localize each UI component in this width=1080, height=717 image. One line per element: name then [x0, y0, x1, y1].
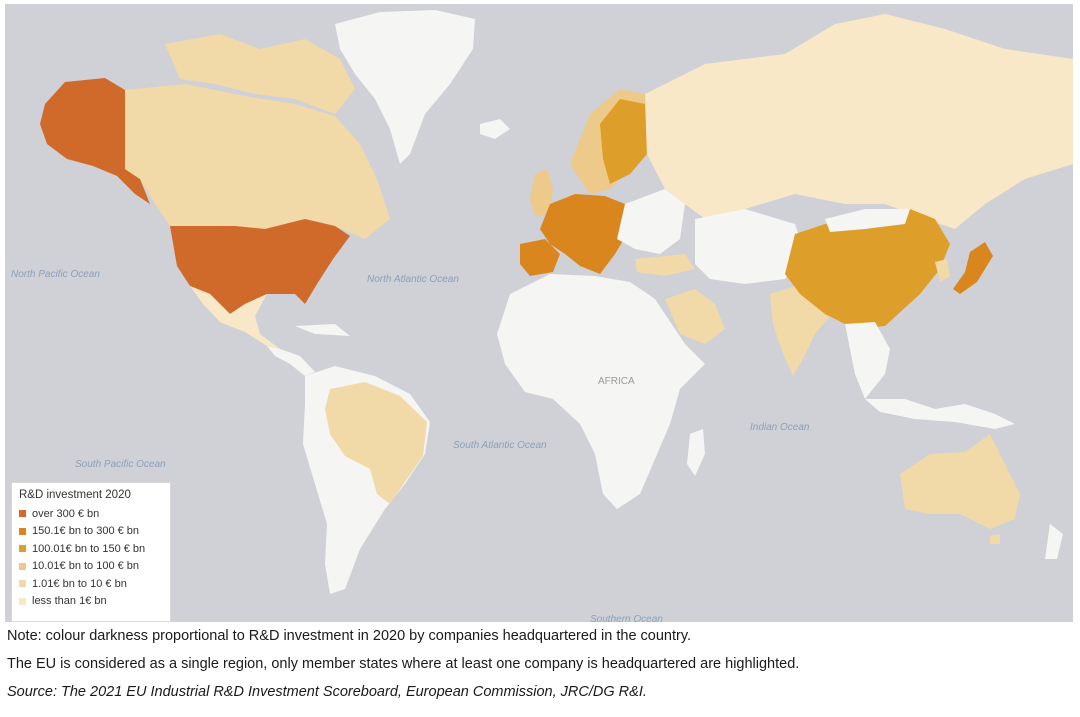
label-africa: AFRICA [598, 376, 635, 387]
label-indian-ocean: Indian Ocean [750, 422, 810, 433]
korea [935, 259, 950, 282]
legend-swatch [19, 527, 26, 535]
label-south-atlantic: South Atlantic Ocean [453, 440, 547, 451]
tasmania [990, 534, 1000, 544]
label-southern-ocean: Southern Ocean [590, 614, 663, 622]
legend-item: 100.01€ bn to 150 € bn [19, 540, 163, 558]
brazil [325, 382, 427, 504]
japan [953, 242, 993, 294]
mexico [190, 286, 280, 349]
southeast-asia [845, 322, 890, 399]
legend-swatch [19, 597, 26, 605]
legend-item: over 300 € bn [19, 505, 163, 523]
turkey [635, 254, 695, 276]
uk [530, 169, 553, 216]
legend-label: 10.01€ bn to 100 € bn [32, 560, 140, 573]
legend-items: over 300 € bn 150.1€ bn to 300 € bn 100.01… [19, 505, 163, 610]
legend-item: 10.01€ bn to 100 € bn [19, 558, 163, 576]
china [785, 209, 950, 329]
russia [645, 14, 1073, 229]
central-asia [695, 209, 805, 284]
saudi-arabia [665, 289, 725, 344]
sweden-finland [600, 99, 647, 184]
legend-label: less than 1€ bn [32, 595, 107, 608]
madagascar [687, 429, 705, 476]
legend-label: over 300 € bn [32, 507, 100, 520]
legend-item: less than 1€ bn [19, 593, 163, 611]
note-line-1: Note: colour darkness proportional to R&… [7, 628, 692, 644]
canada-arctic [165, 34, 355, 114]
mongolia [825, 209, 910, 232]
usa [170, 219, 350, 314]
legend-item: 1.01€ bn to 10 € bn [19, 575, 163, 593]
map-svg [40, 10, 1073, 594]
legend-swatch [19, 562, 26, 570]
eu-core [540, 194, 630, 274]
legend-label: 100.01€ bn to 150 € bn [32, 542, 146, 555]
caribbean [295, 324, 350, 336]
eastern-europe [617, 189, 685, 254]
alaska [40, 78, 150, 204]
canada [125, 84, 390, 239]
legend-label: 1.01€ bn to 10 € bn [32, 577, 127, 590]
legend-swatch [19, 545, 26, 553]
greenland [335, 10, 475, 164]
iberia [520, 239, 560, 276]
label-north-pacific: North Pacific Ocean [11, 269, 100, 280]
note-line-2: The EU is considered as a single region,… [7, 656, 800, 672]
legend-swatch [19, 580, 26, 588]
label-south-pacific: South Pacific Ocean [75, 459, 166, 470]
indonesia [865, 399, 1015, 429]
legend-item: 150.1€ bn to 300 € bn [19, 523, 163, 541]
legend-swatch [19, 510, 26, 518]
new-zealand [1045, 524, 1063, 559]
label-north-atlantic: North Atlantic Ocean [367, 274, 459, 285]
australia [900, 434, 1020, 529]
africa [497, 274, 705, 509]
legend-title: R&D investment 2020 [19, 489, 131, 501]
iceland [480, 119, 510, 139]
india [770, 286, 830, 376]
legend: R&D investment 2020 over 300 € bn 150.1€ … [11, 482, 171, 622]
world-map: North Pacific Ocean North Atlantic Ocean… [5, 4, 1073, 622]
legend-label: 150.1€ bn to 300 € bn [32, 525, 140, 538]
source-line: Source: The 2021 EU Industrial R&D Inves… [7, 684, 647, 700]
central-america [267, 346, 315, 376]
